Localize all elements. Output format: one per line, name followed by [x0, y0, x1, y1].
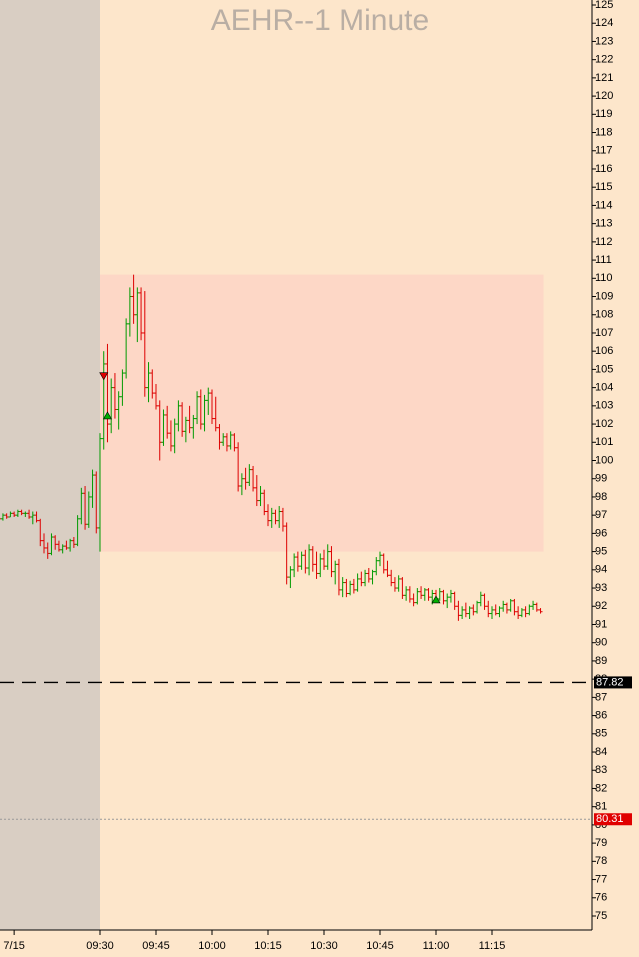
y-tick-label: 91: [595, 618, 607, 630]
y-tick-label: 107: [595, 327, 613, 339]
y-tick-label: 99: [595, 473, 607, 485]
y-tick-label: 103: [595, 400, 613, 412]
y-tick-label: 104: [595, 382, 613, 394]
y-tick-label: 121: [595, 72, 613, 84]
y-tick-label: 119: [595, 108, 613, 120]
x-tick-label: 11:00: [423, 940, 450, 952]
y-tick-label: 75: [595, 910, 607, 922]
y-tick-label: 82: [595, 782, 607, 794]
x-tick-label: 09:45: [142, 940, 170, 952]
y-tick-label: 102: [595, 418, 613, 430]
y-tick-label: 100: [595, 454, 613, 466]
y-tick-label: 113: [595, 218, 613, 230]
reference-label: 87.82: [596, 676, 624, 688]
y-tick-label: 84: [595, 746, 607, 758]
chart-title: AEHR--1 Minute: [211, 4, 429, 37]
y-tick-label: 106: [595, 345, 613, 357]
x-tick-label: 10:15: [254, 940, 282, 952]
y-tick-label: 125: [595, 0, 613, 11]
y-tick-label: 94: [595, 564, 607, 576]
reference-label-box: [594, 676, 632, 689]
x-tick-label: 10:30: [310, 940, 338, 952]
y-tick-label: 89: [595, 655, 607, 667]
y-tick-label: 98: [595, 491, 607, 503]
y-tick-label: 83: [595, 764, 607, 776]
y-tick-label: 117: [595, 145, 613, 157]
y-tick-label: 101: [595, 436, 613, 448]
y-tick-label: 123: [595, 35, 613, 47]
y-tick-label: 90: [595, 637, 607, 649]
y-tick-label: 115: [595, 181, 613, 193]
y-tick-label: 97: [595, 509, 607, 521]
y-tick-label: 85: [595, 728, 607, 740]
zone: [100, 274, 544, 552]
y-tick-label: 114: [595, 199, 613, 211]
x-tick-label: 10:00: [198, 940, 226, 952]
x-tick-label: 7/15: [3, 940, 24, 952]
y-tick-label: 76: [595, 892, 607, 904]
y-tick-label: 78: [595, 855, 607, 867]
y-tick-label: 105: [595, 363, 613, 375]
y-tick-label: 110: [595, 272, 613, 284]
y-tick-label: 109: [595, 290, 613, 302]
x-tick-label: 11:15: [479, 940, 506, 952]
y-tick-label: 116: [595, 163, 613, 175]
x-tick-label: 10:45: [366, 940, 394, 952]
reference-label: 80.31: [596, 813, 624, 825]
premarket-shade: [0, 0, 100, 930]
reference-label-box: [594, 813, 632, 826]
y-tick-label: 120: [595, 90, 613, 102]
y-tick-label: 118: [595, 126, 613, 138]
y-tick-label: 108: [595, 309, 613, 321]
underlay: [0, 0, 544, 930]
y-tick-label: 93: [595, 582, 607, 594]
y-tick-label: 96: [595, 527, 607, 539]
y-tick-label: 92: [595, 600, 607, 612]
y-tick-label: 95: [595, 546, 607, 558]
y-tick-label: 86: [595, 709, 607, 721]
y-tick-label: 122: [595, 54, 613, 66]
y-tick-label: 112: [595, 236, 613, 248]
y-tick-label: 77: [595, 873, 607, 885]
signal-marker: [431, 595, 441, 604]
y-tick-label: 79: [595, 837, 607, 849]
signal-marker: [102, 411, 112, 420]
y-tick-label: 124: [595, 17, 613, 29]
y-tick-label: 111: [595, 254, 612, 266]
signal-marker: [99, 372, 109, 381]
y-tick-label: 87: [595, 691, 607, 703]
y-tick-label: 81: [595, 801, 607, 813]
x-tick-label: 09:30: [86, 940, 114, 952]
